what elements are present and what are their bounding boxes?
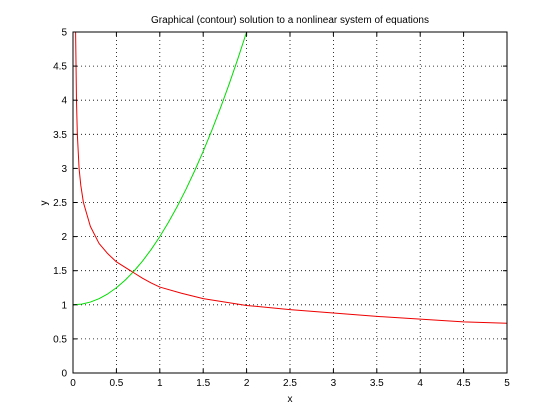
y-tick-label: 2.5: [53, 198, 67, 209]
x-tick-label: 4: [417, 378, 423, 389]
y-tick-label: 5: [61, 28, 67, 39]
x-tick-label: 3.5: [370, 378, 384, 389]
x-tick-label: 1.5: [196, 378, 210, 389]
grid-lines: [73, 32, 507, 373]
x-tick-label: 2.5: [283, 378, 297, 389]
y-tick-label: 3.5: [53, 130, 67, 141]
x-tick-label: 1: [157, 378, 163, 389]
x-tick-label: 3: [331, 378, 337, 389]
x-tick-labels: 0 0.5 1 1.5 2 2.5 3 3.5 4 4.5 5: [70, 378, 510, 389]
y-tick-labels: 0 0.5 1 1.5 2 2.5 3 3.5 4 4.5 5: [53, 28, 67, 380]
y-tick-label: 3: [61, 164, 67, 175]
series-line-2: [75, 31, 508, 324]
y-tick-label: 0: [61, 369, 67, 380]
x-tick-label: 4.5: [457, 378, 471, 389]
y-tick-label: 4: [61, 96, 67, 107]
y-axis-label: y: [39, 201, 50, 206]
x-tick-label: 5: [504, 378, 510, 389]
series-group: [72, 31, 508, 324]
chart-title: Graphical (contour) solution to a nonlin…: [151, 15, 429, 26]
y-tick-label: 1.5: [53, 266, 67, 277]
y-tick-label: 0.5: [53, 334, 67, 345]
y-tick-label: 2: [61, 232, 67, 243]
tick-marks: [72, 31, 508, 374]
x-axis-label: x: [288, 394, 293, 405]
y-tick-label: 1: [61, 300, 67, 311]
x-tick-label: 0: [70, 378, 76, 389]
x-tick-label: 0.5: [109, 378, 123, 389]
x-tick-label: 2: [244, 378, 250, 389]
y-tick-label: 4.5: [53, 62, 67, 73]
series-line-1: [72, 31, 248, 306]
